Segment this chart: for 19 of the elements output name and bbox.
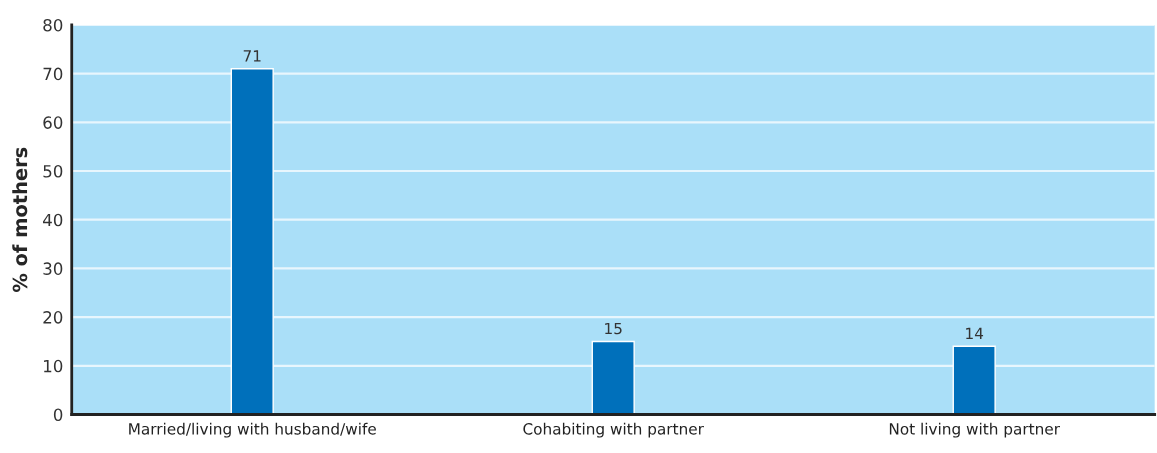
bar	[591, 340, 635, 415]
y-tick-label: 20	[43, 311, 63, 324]
y-tick-label: 40	[43, 213, 63, 227]
x-tick-label: Married/living with husband/wife	[129, 422, 376, 438]
x-tick-label: Not living with partner	[889, 422, 1060, 438]
y-axis-title: % of mothers	[12, 147, 28, 293]
data-label: 14	[966, 327, 984, 339]
data-label: 71	[243, 50, 261, 62]
x-tick-label: Cohabiting with partner	[523, 422, 704, 438]
bar	[230, 68, 274, 415]
y-tick-label: 80	[43, 18, 63, 32]
data-label: 15	[605, 322, 622, 335]
y-tick-label: 70	[43, 67, 63, 81]
y-tick-label: 50	[43, 164, 63, 178]
y-tick-label: 10	[44, 359, 63, 373]
y-tick-label: 30	[43, 262, 63, 275]
bar	[952, 345, 996, 415]
y-tick-label: 0	[53, 408, 63, 422]
y-tick-label: 60	[43, 116, 63, 129]
